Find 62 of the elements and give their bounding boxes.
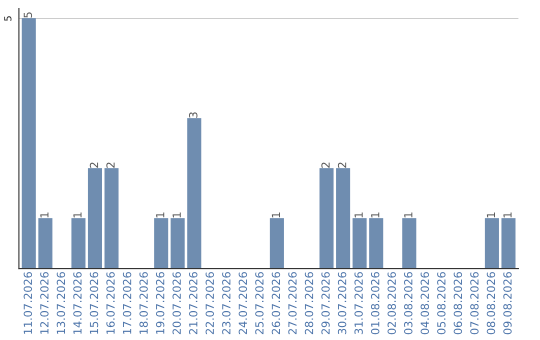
data-label: 2 bbox=[321, 162, 330, 168]
x-tick-label: 30.07.2026 bbox=[338, 272, 346, 334]
bar bbox=[187, 118, 202, 269]
bar bbox=[336, 168, 350, 269]
x-tick-label: 27.07.2026 bbox=[288, 272, 297, 334]
bar bbox=[369, 218, 384, 269]
bar bbox=[320, 168, 334, 269]
data-label: 5 bbox=[24, 12, 32, 18]
x-tick-label: 29.07.2026 bbox=[321, 272, 330, 334]
bar bbox=[38, 218, 52, 269]
data-label: 3 bbox=[189, 112, 198, 118]
data-label: 1 bbox=[172, 212, 181, 218]
bar bbox=[170, 218, 185, 269]
data-label: 1 bbox=[73, 212, 82, 218]
x-tick-label: 04.08.2026 bbox=[420, 272, 429, 334]
bar bbox=[484, 218, 499, 269]
x-tick-label: 05.08.2026 bbox=[437, 272, 446, 334]
bar bbox=[352, 218, 367, 269]
data-label: 1 bbox=[486, 212, 495, 218]
data-label: 1 bbox=[371, 212, 380, 218]
x-tick-label: 26.07.2026 bbox=[272, 272, 280, 334]
x-tick-label: 22.07.2026 bbox=[206, 272, 214, 334]
bar bbox=[402, 218, 416, 269]
x-tick-label: 18.07.2026 bbox=[139, 272, 148, 334]
data-label: 2 bbox=[106, 162, 115, 168]
data-label: 1 bbox=[156, 212, 164, 218]
x-tick-label: 12.07.2026 bbox=[40, 272, 49, 334]
x-tick-label: 09.08.2026 bbox=[503, 272, 512, 334]
bar bbox=[88, 168, 102, 269]
bar bbox=[501, 218, 516, 269]
x-tick-label: 17.07.2026 bbox=[122, 272, 132, 334]
x-tick-label: 16.07.2026 bbox=[106, 272, 115, 334]
x-tick-label: 24.07.2026 bbox=[238, 272, 248, 334]
bar bbox=[270, 218, 284, 269]
data-label: 1 bbox=[503, 212, 512, 218]
x-tick-label: 02.08.2026 bbox=[388, 272, 396, 334]
x-tick-label: 14.07.2026 bbox=[73, 272, 82, 334]
x-tick-label: 07.08.2026 bbox=[470, 272, 479, 334]
bar bbox=[154, 218, 168, 269]
x-tick-label: 01.08.2026 bbox=[370, 272, 380, 334]
x-tick-label: 11.07.2026 bbox=[24, 272, 32, 334]
data-label: 2 bbox=[338, 162, 346, 168]
data-label: 1 bbox=[354, 212, 363, 218]
x-tick-label: 20.07.2026 bbox=[172, 272, 181, 334]
x-tick-label: 08.08.2026 bbox=[486, 272, 496, 334]
x-tick-label: 25.07.2026 bbox=[255, 272, 264, 334]
data-label: 1 bbox=[272, 212, 280, 218]
x-tick-label: 28.07.2026 bbox=[304, 272, 314, 334]
x-tick-label: 13.07.2026 bbox=[56, 272, 66, 334]
x-tick-label: 06.08.2026 bbox=[454, 272, 462, 334]
x-tick-label: 23.07.2026 bbox=[222, 272, 231, 334]
x-tick-label: 19.07.2026 bbox=[156, 272, 164, 334]
x-tick-label: 21.07.2026 bbox=[189, 272, 198, 334]
x-tick-label: 15.07.2026 bbox=[90, 272, 98, 334]
x-tick-label: 31.07.2026 bbox=[354, 272, 363, 334]
x-tick-label: 03.08.2026 bbox=[404, 272, 412, 334]
bar bbox=[104, 168, 119, 269]
data-label: 1 bbox=[40, 212, 48, 218]
data-label: 1 bbox=[404, 212, 412, 218]
bar bbox=[22, 18, 36, 269]
bar bbox=[71, 218, 86, 269]
data-label: 2 bbox=[90, 162, 98, 168]
